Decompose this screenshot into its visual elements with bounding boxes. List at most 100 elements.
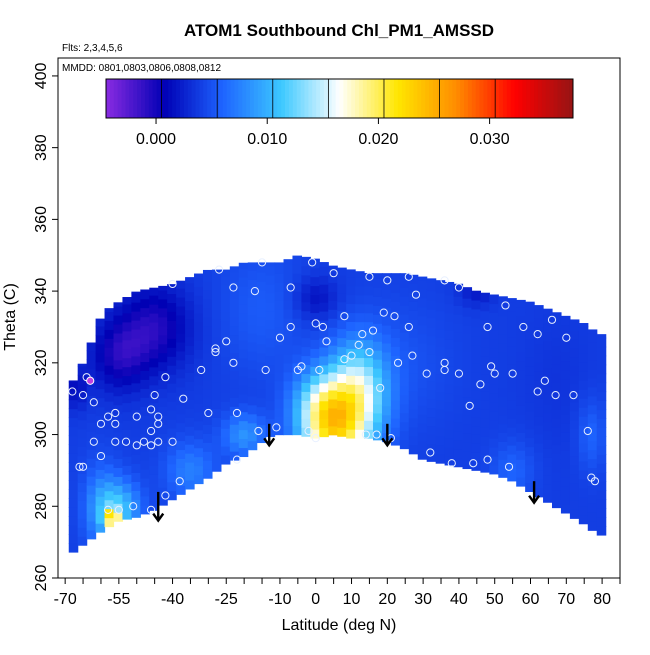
heatmap-cell	[390, 409, 401, 419]
heatmap-cell	[95, 523, 106, 533]
sample-point	[89, 437, 98, 446]
colorbar-swatch	[277, 79, 282, 118]
heatmap-cell	[220, 338, 231, 349]
heatmap-cell	[319, 400, 329, 411]
heatmap-cell	[346, 375, 356, 385]
heatmap-cell	[176, 288, 186, 298]
heatmap-cell	[435, 391, 446, 401]
sample-point	[411, 290, 421, 299]
heatmap-cell	[525, 437, 535, 448]
heatmap-cell	[202, 370, 213, 381]
heatmap-cell	[292, 371, 303, 382]
heatmap-cell	[480, 463, 490, 473]
heatmap-cell	[176, 368, 186, 379]
heatmap-cell	[543, 430, 553, 440]
colorbar-swatch	[285, 79, 290, 118]
heatmap-cell	[301, 391, 311, 401]
colorbar-swatch	[195, 79, 200, 118]
sample-point	[315, 365, 324, 375]
heatmap-cell	[149, 384, 159, 395]
heatmap-cell	[543, 448, 553, 458]
heatmap-cell	[104, 472, 115, 483]
heatmap-cell	[471, 452, 481, 462]
sample-point	[75, 462, 84, 471]
heatmap-cell	[355, 330, 365, 341]
heatmap-cell	[534, 416, 544, 426]
heatmap-cell	[498, 468, 508, 478]
heatmap-cell	[489, 348, 499, 358]
heatmap-cell	[238, 438, 249, 449]
heatmap-cell	[373, 430, 383, 441]
sample-point	[68, 387, 77, 396]
heatmap-cell	[167, 472, 177, 483]
heatmap-cell	[310, 366, 320, 376]
colorbar-swatch	[491, 79, 496, 118]
heatmap-cell	[444, 321, 455, 331]
heatmap-cell	[95, 397, 106, 408]
sample-point	[211, 344, 220, 353]
heatmap-cell	[256, 290, 267, 300]
heatmap-cell	[578, 469, 589, 480]
heatmap-cell	[86, 368, 97, 378]
heatmap-cell	[274, 389, 285, 400]
heatmap-cell	[220, 437, 231, 447]
heatmap-cell	[328, 273, 338, 283]
heatmap-cell	[587, 333, 598, 343]
heatmap-cell	[426, 416, 437, 427]
heatmap-cell	[587, 467, 598, 478]
heatmap-cell	[211, 363, 222, 374]
colorbar-swatch	[355, 79, 360, 118]
heatmap-cell	[480, 445, 490, 455]
heatmap-cell	[211, 354, 222, 365]
heatmap-cell	[543, 394, 553, 405]
heatmap-cell	[238, 384, 249, 395]
heatmap-cell	[301, 319, 311, 330]
colorbar-swatch	[358, 79, 364, 118]
heatmap-cell	[176, 323, 186, 334]
heatmap-cell	[283, 344, 294, 355]
heatmap-cell	[131, 391, 141, 402]
heatmap-cell	[310, 428, 320, 439]
heatmap-cell	[86, 458, 97, 468]
colorbar-swatch	[242, 79, 247, 118]
heatmap-cell	[417, 351, 428, 362]
heatmap-cell	[86, 413, 97, 423]
heatmap-cell	[390, 400, 401, 410]
heatmap-cell	[131, 293, 141, 303]
heatmap-cell	[337, 364, 347, 375]
heatmap-cell	[489, 321, 499, 331]
heatmap-cell	[122, 510, 132, 520]
heatmap-cell	[158, 487, 168, 497]
heatmap-cell	[176, 314, 186, 325]
heatmap-cell	[122, 456, 132, 466]
heatmap-cell	[596, 454, 607, 464]
heatmap-cell	[176, 422, 186, 433]
heatmap-cell	[113, 350, 124, 361]
heatmap-cell	[444, 348, 455, 358]
heatmap-cell	[426, 335, 437, 346]
heatmap-cell	[229, 451, 240, 461]
colorbar-swatch	[390, 79, 395, 118]
heatmap-cell	[578, 478, 589, 489]
heatmap-cell	[301, 274, 311, 285]
heatmap-cell	[560, 477, 571, 487]
heatmap-cell	[238, 357, 249, 368]
heatmap-cell	[256, 406, 267, 417]
heatmap-cell	[381, 316, 392, 326]
heatmap-cell	[202, 298, 213, 309]
heatmap-cell	[435, 436, 446, 446]
heatmap-cell	[113, 503, 124, 513]
heatmap-cell	[364, 330, 374, 341]
heatmap-cell	[292, 380, 303, 391]
heatmap-cell	[149, 304, 159, 314]
heatmap-cell	[265, 274, 276, 285]
heatmap-cell	[507, 373, 517, 383]
heatmap-cell	[346, 312, 356, 323]
heatmap-cell	[202, 451, 213, 461]
heatmap-cell	[176, 440, 186, 451]
heatmap-cell	[328, 407, 338, 418]
heatmap-cell	[355, 384, 365, 394]
heatmap-cell	[265, 319, 276, 330]
heatmap-cell	[480, 427, 490, 437]
heatmap-cell	[256, 352, 267, 363]
